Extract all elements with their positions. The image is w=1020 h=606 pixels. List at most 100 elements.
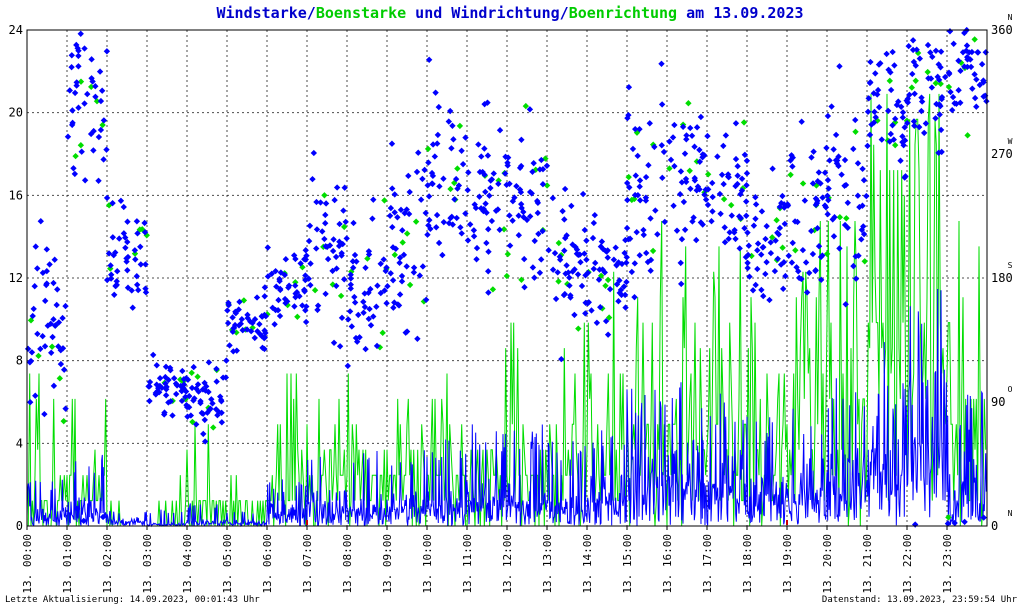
wind-direction-point (108, 271, 115, 278)
gust-direction-point (912, 77, 919, 84)
wind-direction-point (817, 253, 825, 261)
wind-direction-point (362, 345, 369, 353)
wind-direction-point (750, 222, 758, 229)
wind-direction-point (534, 209, 541, 217)
y-right-tick-label: 0 (991, 519, 998, 533)
wind-direction-point (502, 170, 509, 177)
wind-direction-point (814, 178, 821, 185)
wind-direction-point (858, 236, 865, 243)
wind-direction-point (66, 87, 73, 94)
x-tick-label: 13. 14:00 (581, 534, 594, 594)
wind-direction-point (457, 224, 464, 231)
wind-direction-point (666, 138, 673, 145)
wind-direction-point (878, 136, 885, 143)
wind-direction-point (440, 218, 447, 226)
wind-direction-point (590, 265, 597, 273)
wind-direction-point (734, 180, 741, 188)
wind-direction-point (746, 273, 753, 280)
wind-direction-point (963, 42, 971, 49)
wind-direction-point (754, 265, 761, 273)
wind-direction-point (324, 255, 332, 263)
wind-direction-point (598, 238, 606, 245)
wind-direction-point (162, 380, 169, 387)
wind-direction-point (314, 306, 321, 314)
gust-direction-point (311, 287, 319, 294)
wind-direction-point (396, 254, 404, 261)
wind-direction-point (59, 314, 66, 322)
wind-direction-point (874, 91, 881, 98)
x-tick-label: 13. 10:00 (421, 534, 434, 594)
wind-direction-point (75, 63, 82, 70)
wind-direction-point (133, 273, 140, 280)
wind-direction-point (721, 224, 728, 231)
gust-direction-point (99, 121, 106, 129)
wind-direction-point (504, 162, 511, 169)
wind-direction-point (344, 362, 351, 370)
wind-direction-point (124, 253, 132, 261)
wind-direction-point (709, 208, 716, 215)
wind-direction-point (734, 163, 741, 170)
wind-direction-point (238, 316, 246, 323)
wind-direction-point (968, 48, 976, 56)
wind-direction-point (509, 217, 516, 224)
wind-direction-point (92, 93, 99, 100)
wind-direction-point (689, 218, 696, 225)
wind-direction-point (155, 384, 162, 392)
wind-direction-point (883, 50, 890, 58)
wind-direction-point (863, 192, 870, 200)
wind-direction-point (486, 192, 493, 199)
x-tick-label: 13. 03:00 (141, 534, 154, 594)
wind-direction-point (933, 100, 940, 108)
x-tick-label: 13. 22:00 (901, 534, 914, 594)
wind-direction-point (332, 253, 340, 261)
wind-direction-point (90, 127, 97, 135)
wind-direction-point (767, 249, 775, 257)
wind-direction-point (53, 301, 60, 309)
wind-direction-point (872, 70, 879, 77)
wind-direction-point (27, 399, 34, 406)
wind-direction-point (398, 272, 406, 280)
wind-direction-point (218, 409, 225, 416)
wind-direction-point (305, 237, 313, 245)
wind-direction-point (431, 153, 439, 160)
wind-direction-point (347, 285, 354, 292)
wind-direction-point (599, 266, 606, 273)
wind-direction-point (313, 245, 320, 252)
wind-direction-point (485, 226, 492, 233)
wind-direction-point (584, 269, 592, 277)
y-left-tick-label: 20 (9, 106, 23, 120)
wind-direction-point (592, 259, 599, 267)
wind-direction-point (763, 222, 770, 230)
gust-direction-point (779, 244, 786, 251)
wind-direction-point (561, 290, 569, 298)
wind-direction-point (604, 254, 611, 261)
wind-direction-point (105, 250, 113, 257)
wind-direction-point (758, 208, 766, 215)
wind-direction-point (302, 247, 309, 254)
wind-direction-point (691, 143, 698, 150)
wind-direction-point (659, 174, 666, 182)
wind-direction-point (296, 293, 303, 300)
wind-direction-point (95, 177, 102, 184)
wind-direction-point (448, 145, 455, 152)
title-part-0: Windstarke (216, 4, 306, 22)
wind-direction-point (899, 133, 906, 140)
title-part-5: / (560, 4, 569, 22)
wind-direction-point (899, 109, 907, 116)
wind-direction-point (744, 251, 752, 259)
wind-direction-point (789, 239, 796, 247)
wind-direction-point (429, 180, 436, 188)
gust-direction-point (773, 217, 780, 224)
wind-direction-point (434, 140, 441, 147)
gust-direction-point (964, 132, 971, 139)
wind-direction-point (809, 250, 817, 258)
wind-direction-point (383, 300, 390, 307)
wind-direction-point (100, 156, 107, 163)
wind-direction-point (579, 190, 587, 198)
wind-direction-point (185, 404, 193, 411)
wind-direction-point (583, 237, 590, 244)
wind-direction-point (567, 294, 574, 301)
wind-direction-point (910, 118, 918, 125)
x-tick-label: 13. 21:00 (861, 534, 874, 594)
wind-direction-point (762, 235, 769, 243)
